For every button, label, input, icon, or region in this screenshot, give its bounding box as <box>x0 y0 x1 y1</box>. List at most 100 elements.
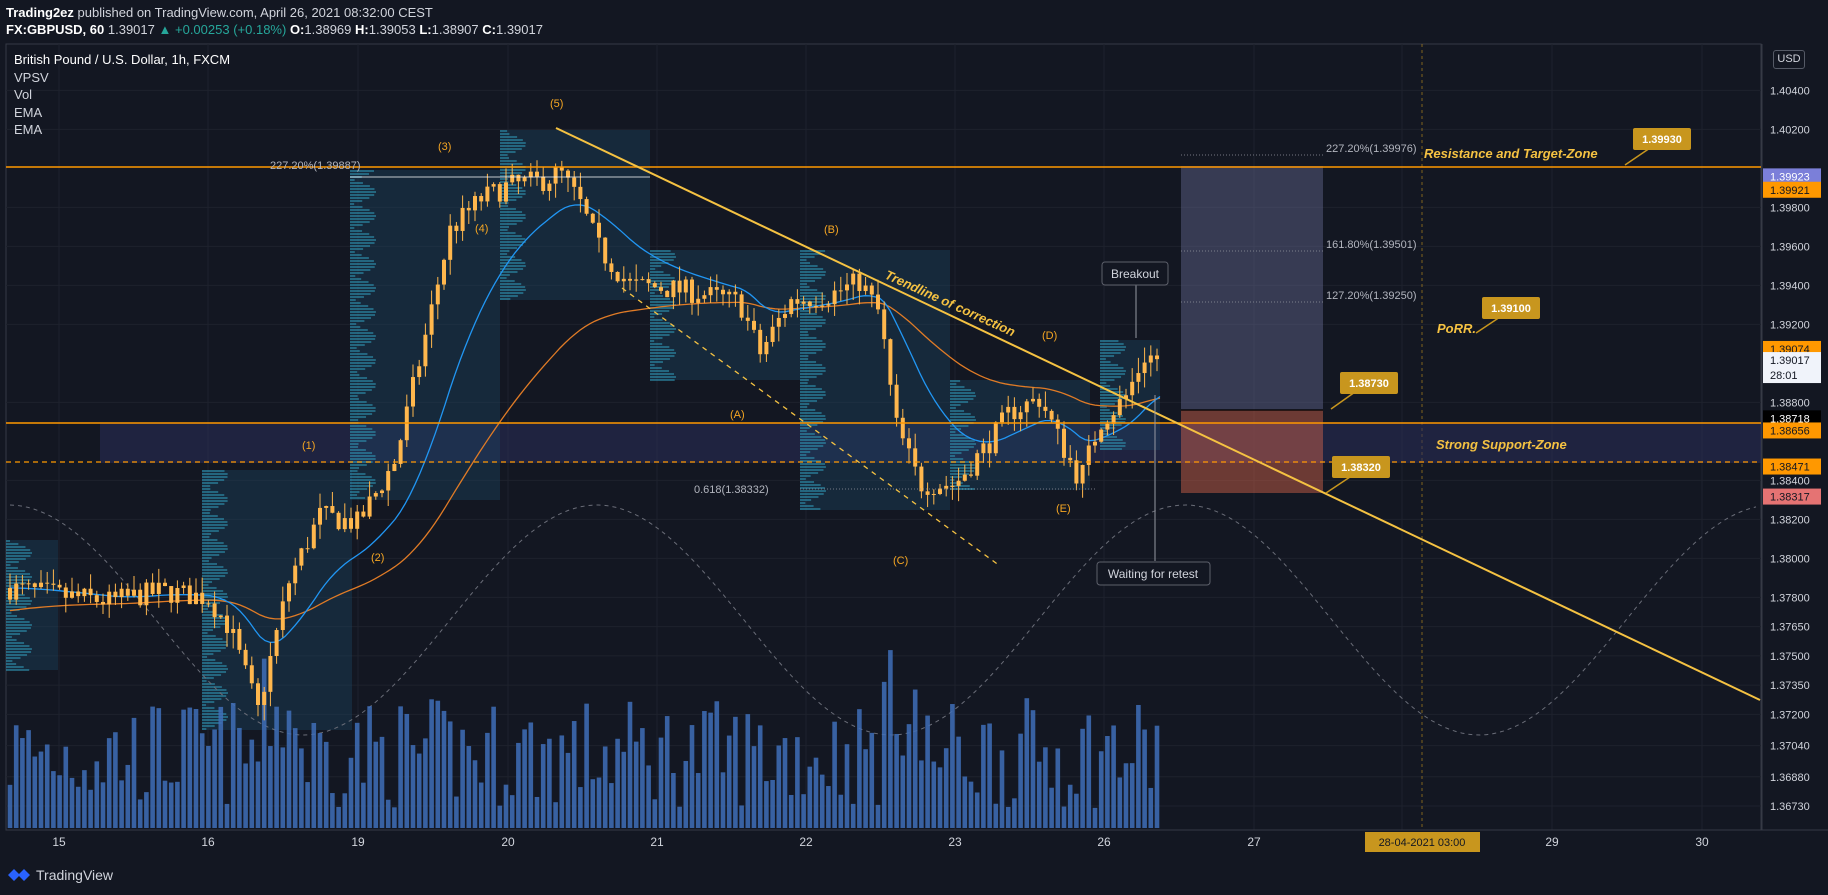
candle-body <box>1068 457 1073 461</box>
volume-bar <box>212 729 217 828</box>
volume-profile-bar <box>350 380 373 382</box>
volume-profile-bar <box>950 482 963 484</box>
volume-bar <box>137 799 143 828</box>
candle-body <box>981 443 986 454</box>
candle-body <box>392 463 397 472</box>
volume-profile-bar <box>202 587 217 589</box>
candle-body <box>51 583 56 585</box>
volume-bar <box>627 701 633 828</box>
fib-127-label: 127.20%(1.39250) <box>1326 290 1417 302</box>
candle-body <box>628 278 632 281</box>
volume-profile-bar <box>350 281 369 283</box>
callout-139100[interactable]: 1.39100 <box>1475 297 1540 334</box>
tradingview-logo[interactable]: TradingView <box>8 867 113 883</box>
resistance-label: Resistance and Target-Zone <box>1424 146 1598 161</box>
volume-profile-bar <box>800 262 811 264</box>
candle-body <box>578 186 583 200</box>
volume-bar <box>75 786 81 828</box>
callout-138730[interactable]: 1.38730 <box>1330 372 1398 410</box>
volume-profile-bar <box>350 200 363 202</box>
volume-bar <box>664 716 670 828</box>
symbol-quote: FX:GBPUSD, 60 1.39017 ▲ +0.00253 (+0.18%… <box>6 22 543 37</box>
volume-profile-bar <box>500 271 518 273</box>
ohlc-close: 1.39017 <box>495 22 543 37</box>
volume-profile-bar <box>650 328 676 330</box>
price-tick-label: 1.39200 <box>1770 319 1810 331</box>
volume-profile-bar <box>202 491 219 493</box>
volume-bar <box>968 781 974 828</box>
volume-profile-bar <box>500 295 518 297</box>
volume-profile-bar <box>800 463 826 465</box>
wave-label-b: (B) <box>824 224 839 236</box>
candle-body <box>863 285 868 292</box>
volume-profile-bar <box>800 349 823 351</box>
volume-profile-bar <box>350 218 375 220</box>
legend-ema-1[interactable]: EMA <box>14 104 43 120</box>
volume-bar <box>850 803 856 828</box>
candle-body <box>435 284 440 305</box>
candle-body <box>603 237 608 264</box>
volume-profile-bar <box>202 641 227 643</box>
currency-button[interactable]: USD <box>1773 50 1805 69</box>
volume-profile-bar <box>350 185 370 187</box>
target-zone <box>1181 166 1323 410</box>
callout-139930[interactable]: 1.39930 <box>1624 128 1691 166</box>
legend-vpsv[interactable]: VPSV <box>14 69 49 85</box>
volume-bar <box>615 738 620 828</box>
candle-body <box>113 591 118 598</box>
volume-bar <box>230 703 236 828</box>
volume-profile-bar <box>202 665 227 667</box>
volume-profile-bar <box>350 473 366 475</box>
candle-body <box>925 491 930 495</box>
candle-body <box>597 222 601 238</box>
volume-profile-bar <box>350 404 373 406</box>
breakout-label: Breakout <box>1111 267 1160 281</box>
channel-dashed-line[interactable] <box>621 287 1001 567</box>
volume-profile-bar <box>800 331 808 333</box>
volume-profile-bar <box>350 272 364 274</box>
volume-profile-bar <box>202 728 207 730</box>
volume-profile-bar <box>202 572 228 574</box>
volume-profile-bar <box>1100 352 1121 354</box>
candle-body <box>249 665 254 684</box>
volume-profile-bar <box>202 659 216 661</box>
volume-profile-bar <box>350 347 357 349</box>
legend-symbol[interactable]: British Pound / U.S. Dollar, 1h, FXCM <box>14 52 231 67</box>
breakout-box[interactable] <box>1101 261 1169 286</box>
trendline-correction[interactable] <box>555 127 1761 701</box>
callout-138320[interactable]: 1.38320 <box>1325 456 1390 494</box>
candle-body <box>882 309 887 340</box>
volume-bar <box>416 753 422 828</box>
candle-body <box>94 595 99 602</box>
volume-profile-bar <box>500 163 523 165</box>
symbol[interactable]: FX:GBPUSD, 60 <box>6 22 105 37</box>
volume-profile-bar <box>6 636 12 638</box>
volume-bar <box>1055 748 1061 828</box>
volume-profile-bar <box>800 454 807 456</box>
publisher-name[interactable]: Trading2ez <box>6 5 74 20</box>
candle-body <box>262 691 267 705</box>
volume-bar <box>361 782 366 828</box>
volume-profile-bar <box>650 361 663 363</box>
volume-bar <box>776 745 782 828</box>
candle-body <box>1080 464 1085 484</box>
volume-profile-bar <box>350 299 356 301</box>
volume-profile-bar <box>202 470 225 472</box>
volume-profile-bar <box>500 241 526 243</box>
volume-profile-bar <box>650 253 675 255</box>
volume-profile-bar <box>950 380 961 382</box>
volume-profile-bar <box>350 470 358 472</box>
volume-profile-bar <box>202 689 227 691</box>
legend-vol[interactable]: Vol <box>14 87 33 102</box>
volume-profile-bar <box>650 376 676 378</box>
legend-ema-2[interactable]: EMA <box>14 122 43 137</box>
wave-label-5: (5) <box>550 98 563 110</box>
volume-profile-bar <box>800 268 824 270</box>
price-tick-label: 1.39800 <box>1770 202 1810 214</box>
candle-body <box>764 341 769 355</box>
retest-box[interactable] <box>1096 561 1211 586</box>
candle-body <box>1093 441 1097 446</box>
volume-bar <box>795 737 800 828</box>
candle-body <box>200 592 205 604</box>
